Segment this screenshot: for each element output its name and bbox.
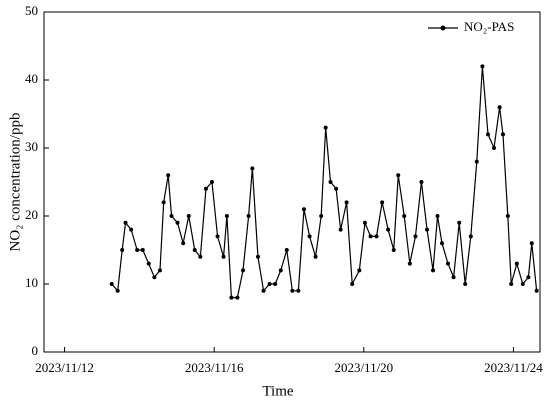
data-point xyxy=(169,214,174,218)
data-point xyxy=(425,227,430,232)
data-point xyxy=(380,200,385,205)
data-point xyxy=(152,275,157,280)
data-point xyxy=(350,282,355,286)
data-point xyxy=(215,234,220,239)
data-point xyxy=(175,220,180,225)
data-point xyxy=(301,207,306,212)
data-point xyxy=(290,288,295,293)
data-point xyxy=(486,132,491,137)
data-point xyxy=(284,248,289,252)
data-point xyxy=(267,282,272,286)
data-point xyxy=(491,146,496,150)
data-point xyxy=(120,248,125,252)
data-point xyxy=(296,288,301,293)
data-point xyxy=(439,241,444,246)
y-tick-label: 20 xyxy=(25,207,38,222)
data-point xyxy=(246,214,251,218)
data-point xyxy=(224,214,229,218)
data-point xyxy=(500,132,505,137)
y-tick-label: 10 xyxy=(25,275,38,290)
data-point xyxy=(135,248,140,252)
data-point xyxy=(480,64,485,69)
data-point xyxy=(526,275,531,280)
data-point xyxy=(221,254,226,259)
data-point xyxy=(157,268,162,273)
x-tick-label: 2023/11/20 xyxy=(334,360,393,375)
data-point xyxy=(457,220,462,225)
data-point xyxy=(278,268,283,273)
data-point xyxy=(209,180,214,184)
data-point xyxy=(463,282,468,286)
data-point xyxy=(129,227,134,232)
data-point xyxy=(514,261,519,266)
data-point xyxy=(368,234,373,239)
data-point xyxy=(509,282,514,286)
data-point xyxy=(273,282,278,286)
data-point xyxy=(534,288,539,293)
x-axis-label: Time xyxy=(262,383,293,399)
data-point xyxy=(229,295,234,300)
data-point xyxy=(431,268,436,273)
data-point xyxy=(161,200,166,205)
data-point xyxy=(235,295,240,300)
data-point xyxy=(374,234,379,239)
data-point xyxy=(323,125,328,130)
data-point xyxy=(386,227,391,232)
data-point xyxy=(146,261,151,266)
data-point xyxy=(334,186,339,191)
data-point xyxy=(123,220,128,225)
plot-frame xyxy=(43,11,541,353)
data-point xyxy=(396,173,401,178)
data-point xyxy=(505,214,510,218)
data-point xyxy=(445,261,450,266)
data-point xyxy=(413,234,418,239)
data-point xyxy=(338,227,343,232)
data-point xyxy=(520,282,525,286)
data-point xyxy=(529,241,534,246)
data-point xyxy=(344,200,349,205)
data-point xyxy=(407,261,412,266)
data-point xyxy=(402,214,407,218)
data-point xyxy=(140,248,145,252)
data-point xyxy=(203,186,208,191)
legend-label: NO₂-PAS xyxy=(464,19,514,34)
data-point xyxy=(181,241,186,246)
data-point xyxy=(250,166,255,171)
data-point xyxy=(186,214,191,218)
y-tick-label: 50 xyxy=(25,3,38,18)
data-point xyxy=(419,180,424,184)
data-point xyxy=(192,248,197,252)
y-tick-label: 40 xyxy=(25,71,38,86)
y-tick-label: 0 xyxy=(32,343,39,358)
y-axis-label: NO₂ concentration/ppb xyxy=(7,113,23,252)
data-point xyxy=(240,268,245,273)
data-point xyxy=(198,254,203,259)
x-tick-label: 2023/11/16 xyxy=(185,360,244,375)
data-point xyxy=(166,173,171,178)
x-tick-label: 2023/11/12 xyxy=(35,360,94,375)
data-point xyxy=(313,254,318,259)
data-point xyxy=(307,234,312,239)
data-point xyxy=(435,214,440,218)
data-point xyxy=(497,105,502,110)
data-point xyxy=(468,234,473,239)
data-point xyxy=(328,180,333,184)
legend-marker xyxy=(440,25,446,31)
data-point xyxy=(319,214,324,218)
data-point xyxy=(255,254,260,259)
data-point xyxy=(362,220,367,225)
x-tick-label: 2023/11/24 xyxy=(484,360,543,375)
data-line xyxy=(111,66,538,299)
data-point xyxy=(115,288,120,293)
data-point xyxy=(451,275,456,280)
data-point xyxy=(391,248,396,252)
data-point xyxy=(109,282,114,286)
data-point xyxy=(261,288,266,293)
data-point xyxy=(357,268,362,273)
y-tick-label: 30 xyxy=(25,139,38,154)
data-point xyxy=(474,159,479,164)
